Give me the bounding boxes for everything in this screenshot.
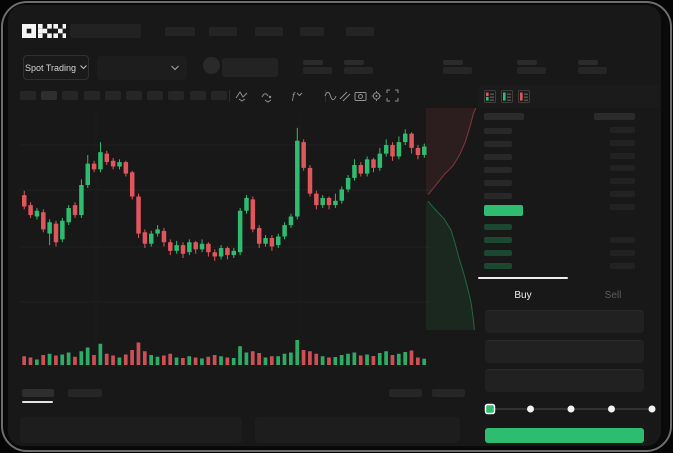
- trendline-icon[interactable]: [235, 89, 248, 102]
- orders-panel-skeleton: [255, 417, 460, 443]
- token-avatar[interactable]: [203, 57, 220, 74]
- tab-buy[interactable]: Buy: [478, 287, 568, 303]
- bottom-tab-underline: [22, 401, 53, 403]
- slider-stop-dot[interactable]: [567, 405, 575, 413]
- orderbook-col-header-price: [484, 113, 524, 120]
- slider-handle[interactable]: [484, 403, 496, 415]
- orderbook-bid-price-skeleton[interactable]: [484, 224, 512, 230]
- okx-trading-app: Spot Trading ƒ Buy: [8, 5, 661, 446]
- orderbook-bid-amount-skeleton[interactable]: [610, 262, 635, 269]
- nav-item-skeleton[interactable]: [300, 27, 324, 36]
- settings-icon[interactable]: [370, 89, 383, 102]
- interval-tab-skeleton[interactable]: [83, 91, 100, 100]
- interval-tab-skeleton[interactable]: [104, 91, 121, 100]
- pair-selector-dropdown[interactable]: [97, 56, 187, 80]
- svg-text:ƒ: ƒ: [291, 91, 297, 102]
- nav-item-skeleton[interactable]: [346, 27, 374, 36]
- indicator-dot-icon[interactable]: [261, 89, 274, 103]
- interval-tab-skeleton[interactable]: [41, 91, 58, 100]
- ticker-stat-value-skeleton: [578, 67, 607, 74]
- orderbook-ask-price-skeleton[interactable]: [484, 128, 512, 134]
- ticker-stat-label-skeleton: [443, 60, 463, 65]
- ticker-stat-label-skeleton: [517, 60, 537, 65]
- orderbook-bid-price-skeleton[interactable]: [484, 263, 512, 269]
- function-icon[interactable]: ƒ: [290, 89, 303, 102]
- orderbook-ask-price-skeleton[interactable]: [484, 180, 512, 186]
- orderbook-bids-icon[interactable]: [501, 90, 513, 103]
- bottom-tab-right-2[interactable]: [432, 389, 465, 397]
- price-input-skeleton[interactable]: [485, 310, 644, 333]
- orderbook-ask-amount-skeleton[interactable]: [610, 191, 635, 197]
- orderbook-bid-amount-skeleton[interactable]: [610, 237, 635, 243]
- orderbook-ask-amount-skeleton[interactable]: [610, 127, 635, 133]
- market-type-selector[interactable]: Spot Trading: [23, 55, 89, 80]
- ticker-stat-value-skeleton: [344, 67, 373, 74]
- candlestick-chart[interactable]: [20, 110, 430, 372]
- market-type-label: Spot Trading: [24, 62, 77, 73]
- orderbook-col-header-amount: [594, 113, 635, 120]
- interval-tab-skeleton[interactable]: [168, 91, 185, 100]
- ticker-stat-value-skeleton: [517, 67, 546, 74]
- toolbar-divider: [229, 90, 230, 102]
- active-tab-indicator: [478, 277, 568, 279]
- ticker-stat-label-skeleton: [578, 60, 598, 65]
- nav-item-skeleton[interactable]: [255, 27, 283, 36]
- bottom-tab-history[interactable]: [68, 389, 102, 397]
- orderbook-ask-price-skeleton[interactable]: [484, 154, 512, 160]
- tab-buy-label: Buy: [514, 289, 532, 301]
- orders-panel-skeleton: [20, 417, 242, 443]
- fullscreen-icon[interactable]: [386, 89, 399, 102]
- orderbook-asks-icon[interactable]: [518, 90, 530, 103]
- interval-tab-skeleton[interactable]: [189, 91, 206, 100]
- interval-tab-skeleton[interactable]: [210, 91, 227, 100]
- orderbook-ask-amount-skeleton[interactable]: [610, 203, 635, 210]
- okx-logo[interactable]: [22, 24, 66, 39]
- depth-chart[interactable]: [426, 108, 478, 330]
- slider-stop-dot[interactable]: [527, 405, 534, 413]
- amount-slider[interactable]: [482, 402, 658, 416]
- nav-item-skeleton[interactable]: [165, 27, 195, 36]
- wave-icon[interactable]: [324, 89, 337, 102]
- amount-input-skeleton[interactable]: [485, 340, 644, 363]
- ticker-stat-label-skeleton: [303, 60, 323, 65]
- buy-submit-button[interactable]: [485, 428, 644, 443]
- orderbook-last-price-bar[interactable]: [484, 205, 523, 216]
- tab-sell-label: Sell: [604, 289, 622, 301]
- orderbook-ask-amount-skeleton[interactable]: [610, 152, 635, 159]
- orderbook-bid-price-skeleton[interactable]: [484, 250, 512, 256]
- ticker-stat-value-skeleton: [443, 67, 472, 74]
- orderbook-ask-price-skeleton[interactable]: [484, 141, 512, 147]
- interval-tab-skeleton[interactable]: [20, 91, 36, 100]
- slider-stop-dot[interactable]: [648, 405, 656, 413]
- total-input-skeleton[interactable]: [485, 369, 644, 392]
- chevron-down-icon: [80, 65, 87, 70]
- orderbook-ask-price-skeleton[interactable]: [484, 167, 512, 173]
- interval-tab-skeleton[interactable]: [126, 91, 142, 100]
- interval-tab-skeleton[interactable]: [147, 91, 164, 100]
- measure-icon[interactable]: [338, 89, 351, 102]
- nav-item-skeleton[interactable]: [209, 27, 237, 36]
- orderbook-bid-price-skeleton[interactable]: [484, 237, 512, 243]
- interval-tab-skeleton[interactable]: [62, 91, 79, 100]
- bottom-tab-right-1[interactable]: [389, 389, 422, 397]
- orderbook-bid-amount-skeleton[interactable]: [610, 249, 635, 256]
- tab-sell[interactable]: Sell: [568, 287, 658, 303]
- orderbook-ask-price-skeleton[interactable]: [484, 193, 512, 199]
- chevron-down-icon: [171, 65, 179, 71]
- search-input[interactable]: [222, 58, 278, 77]
- slider-stop-dot[interactable]: [608, 405, 615, 413]
- orderbook-all-icon[interactable]: [484, 90, 496, 103]
- orderbook-ask-amount-skeleton[interactable]: [610, 178, 635, 185]
- ticker-stat-label-skeleton: [344, 60, 364, 65]
- logo-adjacent-skeleton: [70, 24, 141, 38]
- bottom-tab-open-orders[interactable]: [22, 389, 54, 397]
- orderbook-ask-amount-skeleton[interactable]: [610, 165, 635, 172]
- ticker-stat-value-skeleton: [303, 67, 332, 74]
- camera-icon[interactable]: [354, 89, 367, 102]
- orderbook-ask-amount-skeleton[interactable]: [610, 139, 635, 146]
